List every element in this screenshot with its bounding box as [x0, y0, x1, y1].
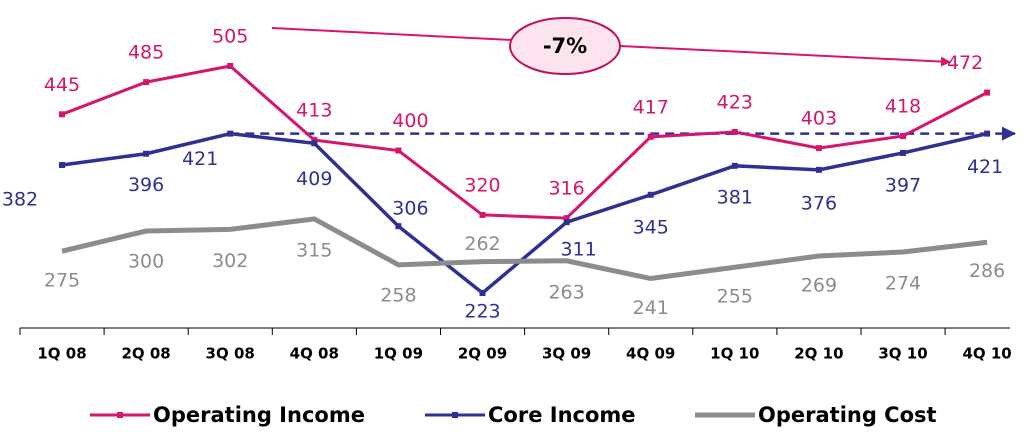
data-label: 505 — [212, 26, 248, 48]
data-label: 417 — [633, 96, 669, 118]
point — [311, 137, 318, 144]
legend-marker — [117, 412, 123, 418]
data-label: 400 — [392, 110, 428, 132]
annotation-bubble — [509, 17, 621, 75]
point — [143, 79, 150, 86]
point — [563, 215, 570, 222]
x-tick-label: 4Q 10 — [962, 345, 1011, 363]
data-label: 396 — [128, 174, 164, 196]
point — [647, 133, 654, 140]
x-tick-label: 4Q 08 — [290, 345, 339, 363]
data-label: 223 — [464, 301, 500, 323]
point — [395, 147, 402, 154]
point — [227, 130, 234, 137]
trend-line — [271, 27, 513, 41]
point — [984, 89, 991, 96]
data-label: 300 — [128, 251, 164, 273]
data-label: 423 — [717, 92, 753, 114]
data-label: 445 — [44, 74, 80, 96]
data-label: 255 — [717, 286, 753, 308]
data-label: 418 — [885, 96, 921, 118]
data-label: 421 — [182, 148, 218, 170]
point — [647, 191, 654, 198]
data-label: 381 — [717, 186, 753, 208]
data-label: 275 — [44, 270, 80, 292]
data-label: 302 — [212, 250, 248, 272]
data-label: 345 — [633, 216, 669, 238]
x-tick-label: 3Q 09 — [542, 345, 591, 363]
x-tick-label: 3Q 08 — [206, 345, 255, 363]
data-label: 403 — [801, 108, 837, 130]
point — [479, 211, 486, 218]
point — [731, 129, 738, 136]
series-line — [61, 64, 988, 220]
data-label: 274 — [885, 272, 921, 294]
x-tick-label: 4Q 09 — [626, 345, 675, 363]
point — [59, 111, 65, 118]
legend-marker — [452, 412, 458, 418]
x-tick-label: 1Q 10 — [710, 345, 759, 363]
data-label: 316 — [548, 178, 584, 200]
data-label: 376 — [801, 192, 837, 214]
x-tick-label: 1Q 08 — [37, 345, 86, 363]
data-label: 315 — [296, 239, 332, 261]
data-label: 485 — [128, 42, 164, 64]
x-tick-label: 2Q 09 — [458, 345, 507, 363]
point — [59, 162, 65, 169]
x-tick-label: 2Q 08 — [121, 345, 170, 363]
data-label: 382 — [2, 189, 38, 211]
data-label: 320 — [464, 174, 500, 196]
x-tick-label: 2Q 10 — [794, 345, 843, 363]
point — [900, 133, 906, 140]
point — [227, 63, 234, 69]
data-label: 263 — [548, 281, 584, 303]
data-label: 258 — [380, 284, 416, 306]
data-label: 397 — [885, 174, 921, 196]
point — [143, 150, 150, 157]
data-label: 269 — [801, 274, 837, 296]
point — [984, 130, 991, 137]
legend-label: Core Income — [488, 403, 636, 427]
point — [731, 162, 738, 169]
x-tick-label: 1Q 09 — [374, 345, 423, 363]
legend-label: Operating Income — [153, 403, 365, 427]
series-line — [61, 131, 988, 296]
x-tick-label: 3Q 10 — [878, 345, 927, 363]
data-label: 311 — [560, 239, 596, 261]
data-label: 472 — [947, 52, 983, 74]
data-label: 262 — [464, 233, 500, 255]
data-label: 241 — [633, 297, 669, 319]
point — [815, 145, 822, 152]
data-label: 413 — [296, 100, 332, 122]
point — [900, 149, 906, 156]
trend-arrow — [619, 45, 951, 67]
data-label: 306 — [392, 198, 428, 220]
data-label: 421 — [967, 156, 1003, 178]
point — [815, 166, 822, 173]
point — [395, 223, 402, 230]
legend-label: Operating Cost — [758, 403, 937, 427]
point — [563, 219, 570, 226]
point — [479, 290, 486, 296]
data-label: 409 — [296, 168, 332, 190]
series-line — [61, 216, 988, 282]
annotation: -7% — [543, 34, 587, 58]
point — [311, 140, 318, 147]
data-label: 286 — [969, 260, 1005, 282]
